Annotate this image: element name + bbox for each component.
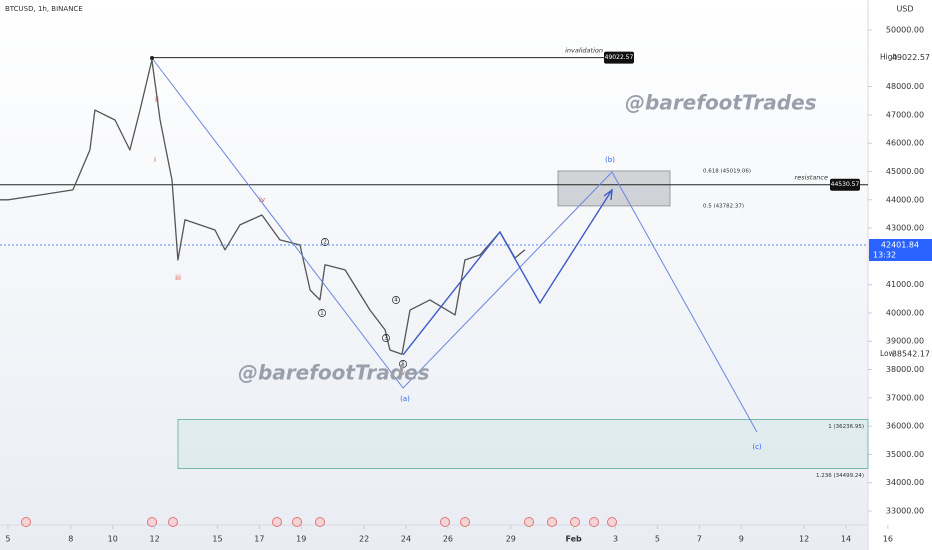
x-tick-label: 22 xyxy=(359,535,369,544)
wave-circle xyxy=(318,309,326,317)
y-tick-label: 36000.00 xyxy=(886,422,924,431)
wave-label: 5 xyxy=(401,362,405,368)
x-tick-label: 8 xyxy=(68,535,73,544)
last-price-badge xyxy=(869,238,932,261)
event-icon xyxy=(440,517,450,527)
y-tick-label: 33000.00 xyxy=(886,507,924,516)
axis-unit: USD xyxy=(896,5,913,14)
fib-label: 1 (36236.95) xyxy=(828,424,864,430)
x-tick-label: 15 xyxy=(212,535,222,544)
y-tick-label: 50000.00 xyxy=(886,25,924,34)
wave-label: iii xyxy=(175,274,181,282)
fib-label: 0.618 (45019.06) xyxy=(703,168,751,174)
low-label: Low xyxy=(880,349,895,358)
event-icon xyxy=(524,517,534,527)
x-tick-label: 9 xyxy=(739,535,744,544)
x-tick-label: 24 xyxy=(401,535,411,544)
x-tick-label: 16 xyxy=(883,535,893,544)
x-tick-label: 17 xyxy=(254,535,264,544)
wave-label: (b) xyxy=(605,156,615,164)
low-value: 38542.17 xyxy=(892,350,930,359)
x-tick-label: 14 xyxy=(841,535,851,544)
y-tick-label: 35000.00 xyxy=(886,450,924,459)
y-tick-label: 40000.00 xyxy=(886,308,924,317)
last-price-label: 42401.84 xyxy=(881,240,919,249)
y-tick-label: 37000.00 xyxy=(886,393,924,402)
wave-label: (a) xyxy=(400,395,410,403)
y-tick-label: 41000.00 xyxy=(886,280,924,289)
wave-label: (c) xyxy=(752,443,762,451)
x-tick-label: 3 xyxy=(613,535,618,544)
high-label: High xyxy=(880,53,897,62)
y-tick-label: 47000.00 xyxy=(886,110,924,119)
y-tick-label: 39000.00 xyxy=(886,337,924,346)
wave-line xyxy=(151,57,758,433)
x-tick-label: 5 xyxy=(655,535,660,544)
event-icon xyxy=(315,517,325,527)
fib-label: 0.5 (43782.37) xyxy=(703,203,744,209)
level-value: 44530.57 xyxy=(831,181,860,188)
countdown: 13:32 xyxy=(873,250,896,259)
high-badge xyxy=(869,51,932,64)
level-value: 49022.57 xyxy=(605,54,634,61)
x-tick-label: 29 xyxy=(506,535,516,544)
wave-label: 3 xyxy=(384,336,388,342)
event-icon xyxy=(589,517,599,527)
low-badge xyxy=(869,348,932,361)
x-tick-label: 19 xyxy=(296,535,306,544)
event-icon xyxy=(570,517,580,527)
y-tick-label: 48000.00 xyxy=(886,82,924,91)
watermark: @barefootTrades xyxy=(625,91,817,115)
y-tick-label: 45000.00 xyxy=(886,167,924,176)
event-icon xyxy=(460,517,470,527)
x-tick-label: 12 xyxy=(799,535,809,544)
event-icon xyxy=(272,517,282,527)
high-value: 49022.57 xyxy=(892,53,930,62)
x-tick-label: 26 xyxy=(443,535,453,544)
fib-zone xyxy=(557,170,671,207)
x-tick-label: 5 xyxy=(5,535,10,544)
watermark: @barefootTrades xyxy=(238,361,430,385)
target-zone xyxy=(177,419,869,469)
event-icon xyxy=(147,517,157,527)
wave-label: ii xyxy=(155,96,159,104)
fib-label: 1.236 (34499.24) xyxy=(816,473,864,479)
x-tick-label: 7 xyxy=(697,535,702,544)
wave-label: 2 xyxy=(323,240,327,246)
level-label: invalidation xyxy=(565,47,603,55)
price-axis-panel xyxy=(868,0,932,550)
wave-label: v xyxy=(401,369,405,377)
event-icon xyxy=(292,517,302,527)
wave-label: iv xyxy=(259,196,265,204)
event-icons xyxy=(21,517,617,527)
x-tick-label: 12 xyxy=(150,535,160,544)
y-tick-label: 34000.00 xyxy=(886,478,924,487)
wave-circle xyxy=(321,238,329,246)
wave-label: 4 xyxy=(394,298,398,304)
y-tick-label: 38000.00 xyxy=(886,365,924,374)
wave-circle xyxy=(399,360,407,368)
y-tick-label: 46000.00 xyxy=(886,139,924,148)
price-line xyxy=(0,59,526,355)
wave-label: i xyxy=(154,156,156,164)
x-tick-label: Feb xyxy=(565,535,582,544)
level-label: resistance xyxy=(795,174,828,182)
level-value-bg xyxy=(830,178,860,191)
x-tick-label: 10 xyxy=(108,535,118,544)
y-tick-label: 43000.00 xyxy=(886,224,924,233)
wave-circle xyxy=(392,296,400,304)
level-value-bg xyxy=(604,51,634,64)
event-icon xyxy=(607,517,617,527)
wave-label: 1 xyxy=(320,311,324,317)
symbol-title: BTCUSD, 1h, BINANCE xyxy=(5,5,83,13)
peak-dot xyxy=(150,56,154,60)
arrow-head xyxy=(603,188,613,201)
wave-circle xyxy=(382,334,390,342)
y-tick-label: 44000.00 xyxy=(886,195,924,204)
wave-line xyxy=(402,189,613,356)
event-icon xyxy=(21,517,31,527)
event-icon xyxy=(168,517,178,527)
event-icon xyxy=(547,517,557,527)
